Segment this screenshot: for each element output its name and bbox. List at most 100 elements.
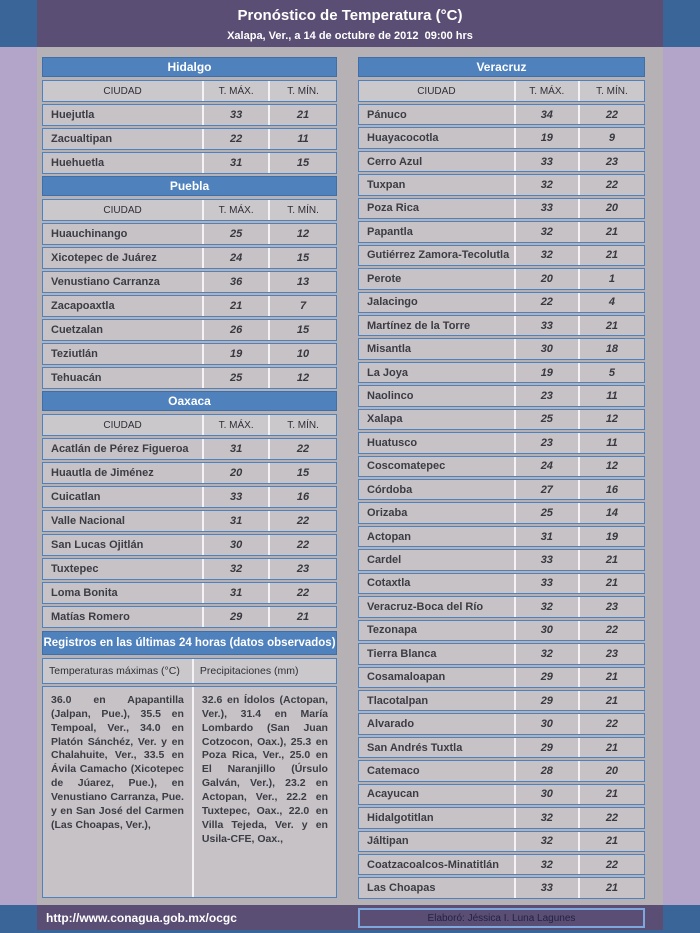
city-cell: Valle Nacional bbox=[43, 511, 205, 531]
city-cell: Loma Bonita bbox=[43, 583, 205, 603]
tmax-value: 30 bbox=[229, 539, 243, 551]
registros-header-temperaturas: Temperaturas máximas (°C) bbox=[43, 659, 194, 683]
city-cell: Pánuco bbox=[359, 105, 516, 125]
tmax-cell: 32 bbox=[516, 245, 580, 266]
tmin-cell: 1 bbox=[580, 269, 644, 288]
city-cell: Huauchinango bbox=[43, 224, 205, 244]
city-name: Orizaba bbox=[367, 507, 408, 520]
tmax-value: 32 bbox=[540, 811, 553, 824]
tmax-cell: 20 bbox=[516, 269, 580, 289]
table-row: San Andrés Tuxtla 29 21 bbox=[358, 736, 645, 759]
tmax-value: 24 bbox=[540, 460, 553, 473]
city-name: Zacapoaxtla bbox=[51, 300, 115, 312]
tmin-cell: 22 bbox=[580, 855, 644, 874]
city-cell: Cerro Azul bbox=[359, 151, 516, 172]
table-row: Jalacingo 22 4 bbox=[358, 291, 645, 313]
city-name: Papantla bbox=[367, 225, 413, 238]
state-header-hidalgo: Hidalgo bbox=[42, 57, 337, 77]
tmax-cell: 33 bbox=[204, 487, 271, 507]
tmax-cell: 29 bbox=[516, 737, 580, 758]
bottom-right-corner-block bbox=[663, 905, 700, 933]
city-name: Huejutla bbox=[51, 109, 95, 121]
city-name: Tuxtepec bbox=[51, 563, 99, 575]
tmax-cell: 30 bbox=[516, 339, 580, 359]
city-cell: Actopan bbox=[359, 526, 516, 547]
tmax-cell: 32 bbox=[516, 222, 580, 242]
tmin-value: 21 bbox=[296, 109, 310, 121]
column-header-row: CIUDAD T. MÁX. T. MÍN. bbox=[42, 199, 337, 221]
tmin-cell: 15 bbox=[270, 248, 336, 268]
tmax-cell: 19 bbox=[516, 128, 580, 148]
top-right-corner-block bbox=[663, 0, 700, 47]
city-cell: Matías Romero bbox=[43, 607, 205, 627]
tmax-value: 32 bbox=[229, 563, 243, 575]
top-left-corner-block bbox=[0, 0, 37, 47]
city-cell: Cuetzalan bbox=[43, 320, 205, 340]
city-cell: Huehuetla bbox=[43, 153, 205, 173]
tmax-value: 25 bbox=[229, 372, 243, 384]
tmax-value: 31 bbox=[229, 515, 243, 527]
tmax-value: 34 bbox=[540, 108, 553, 121]
table-row: Huauchinango 25 12 bbox=[42, 223, 337, 245]
tmax-cell: 24 bbox=[516, 456, 580, 476]
tmax-cell: 33 bbox=[516, 573, 580, 594]
table-row: Cosamaloapan 29 21 bbox=[358, 666, 645, 688]
city-name: Valle Nacional bbox=[51, 515, 125, 527]
city-cell: Veracruz-Boca del Río bbox=[359, 597, 516, 617]
tmax-value: 33 bbox=[229, 109, 243, 121]
city-name: Naolinco bbox=[367, 389, 414, 402]
registros-column-headers: Temperaturas máximas (°C) Precipitacione… bbox=[42, 658, 337, 684]
city-cell: Huatusco bbox=[359, 433, 516, 453]
tmax-cell: 33 bbox=[516, 550, 580, 570]
column-header-ciudad: CIUDAD bbox=[359, 81, 516, 101]
city-cell: Huejutla bbox=[43, 105, 205, 125]
city-name: San Andrés Tuxtla bbox=[367, 741, 463, 754]
city-cell: Catemaco bbox=[359, 761, 516, 781]
city-name: Coatzacoalcos-Minatitlán bbox=[367, 858, 500, 871]
registros-precipitaciones-text: 32.6 en Ídolos (Actopan, Ver.), 31.4 en … bbox=[201, 694, 328, 845]
tmin-value: 5 bbox=[608, 366, 615, 379]
column-header-tmax: T. MÁX. bbox=[204, 200, 271, 220]
column-header-row: CIUDAD T. MÁX. T. MÍN. bbox=[42, 80, 337, 102]
city-cell: Cardel bbox=[359, 550, 516, 570]
tmax-cell: 22 bbox=[516, 292, 580, 312]
tmin-value: 11 bbox=[297, 133, 309, 145]
city-name: Loma Bonita bbox=[51, 587, 118, 599]
tmin-value: 15 bbox=[296, 252, 310, 264]
tmin-cell: 21 bbox=[580, 316, 644, 335]
table-row: Poza Rica 33 20 bbox=[358, 197, 645, 220]
city-cell: Acatlán de Pérez Figueroa bbox=[43, 439, 205, 459]
table-row: Córdoba 27 16 bbox=[358, 479, 645, 501]
city-cell: Tierra Blanca bbox=[359, 644, 516, 664]
tmax-value: 25 bbox=[540, 413, 553, 426]
tmin-value: 21 bbox=[605, 319, 619, 332]
tmax-cell: 24 bbox=[204, 248, 271, 268]
table-row: Tuxpan 32 22 bbox=[358, 174, 645, 196]
city-cell: Coatzacoalcos-Minatitlán bbox=[359, 855, 516, 875]
tmax-cell: 29 bbox=[516, 667, 580, 687]
tmax-value: 32 bbox=[540, 249, 553, 262]
city-name: Martínez de la Torre bbox=[367, 319, 471, 332]
tmax-cell: 25 bbox=[516, 409, 580, 430]
column-header-ciudad: CIUDAD bbox=[43, 81, 205, 101]
table-row: Cardel 33 21 bbox=[358, 549, 645, 571]
tmax-value: 19 bbox=[540, 366, 553, 379]
tmin-value: 22 bbox=[605, 718, 619, 731]
city-cell: Hidalgotitlan bbox=[359, 808, 516, 828]
table-row: Xicotepec de Juárez 24 15 bbox=[42, 247, 337, 269]
tmin-cell: 22 bbox=[580, 175, 644, 194]
state-header-puebla: Puebla bbox=[42, 176, 337, 196]
tmin-value: 21 bbox=[605, 788, 619, 801]
tmax-value: 29 bbox=[229, 611, 243, 623]
tmin-value: 21 bbox=[605, 671, 619, 684]
tmin-cell: 13 bbox=[270, 272, 336, 292]
tmin-value: 11 bbox=[606, 436, 618, 449]
tmin-value: 16 bbox=[605, 483, 619, 496]
tmin-value: 22 bbox=[605, 179, 619, 192]
tmin-cell: 7 bbox=[270, 296, 336, 316]
tmax-cell: 33 bbox=[204, 105, 271, 125]
city-name: Huauchinango bbox=[51, 228, 128, 240]
left-column: Hidalgo CIUDAD T. MÁX. T. MÍN. Huejutla 33 21 Z… bbox=[42, 57, 337, 898]
city-cell: Huautla de Jiménez bbox=[43, 463, 205, 483]
city-name: Venustiano Carranza bbox=[51, 276, 160, 288]
